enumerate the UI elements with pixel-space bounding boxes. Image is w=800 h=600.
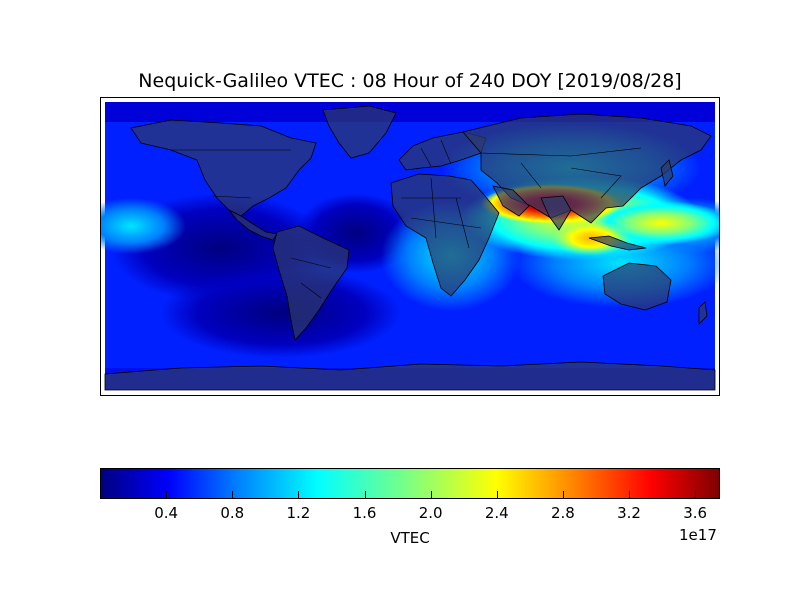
- colorbar-tick-label-0-4: 0.4: [154, 504, 179, 522]
- japan: [660, 159, 674, 187]
- border-central-asia: [520, 162, 542, 189]
- map-frame: [100, 97, 720, 396]
- colorbar-tick-label-0-8: 0.8: [220, 504, 245, 522]
- land-masses: [104, 105, 716, 391]
- colorbar-tick-mark-2-0: [430, 491, 432, 498]
- border-china: [570, 167, 622, 199]
- border-us-mexico: [212, 195, 252, 199]
- border-europe-1: [420, 147, 432, 167]
- vtec-cyan-west: [101, 198, 186, 254]
- colorbar-tick-label-3-2: 3.2: [617, 504, 641, 522]
- south-america: [272, 225, 350, 341]
- antarctica: [104, 361, 716, 391]
- colorbar-exponent: 1e17: [679, 526, 717, 544]
- arabian-peninsula: [492, 185, 530, 217]
- country-borders: [171, 139, 642, 299]
- border-africa-4: [455, 197, 470, 249]
- colorbar-tick-mark-0-4: [166, 491, 168, 498]
- map-title: Nequick-Galileo VTEC : 08 Hour of 240 DO…: [138, 70, 682, 92]
- colorbar-tick-mark-2-4: [496, 491, 498, 498]
- border-south-america-2: [300, 282, 322, 299]
- border-africa-2: [430, 177, 437, 239]
- border-europe-2: [440, 139, 452, 165]
- vtec-low-south-pacific: [161, 268, 401, 358]
- colorbar-tick-label-2-0: 2.0: [418, 504, 443, 522]
- australia: [602, 262, 672, 311]
- colorbar-tick-mark-2-8: [562, 491, 564, 498]
- north-america: [130, 119, 317, 217]
- central-america: [228, 209, 278, 241]
- colorbar-label: VTEC: [390, 529, 430, 547]
- colorbar-tick-mark-3-2: [629, 491, 631, 498]
- colorbar: [100, 468, 720, 499]
- colorbar-tick-label-3-6: 3.6: [683, 504, 708, 522]
- colorbar-tick-label-2-4: 2.4: [484, 504, 509, 522]
- colorbar-tick-label-2-8: 2.8: [550, 504, 575, 522]
- africa: [390, 173, 500, 297]
- colorbar-tick-mark-3-6: [695, 491, 697, 498]
- greenland: [322, 105, 397, 159]
- colorbar-tick-mark-1-6: [364, 491, 366, 498]
- india: [540, 195, 572, 231]
- new-zealand: [698, 301, 708, 325]
- border-russia: [480, 147, 642, 157]
- colorbar-tick-mark-1-2: [298, 491, 300, 498]
- colorbar-tick-label-1-6: 1.6: [352, 504, 377, 522]
- colorbar-tick-mark-0-8: [232, 491, 234, 498]
- colorbar-tick-label-1-2: 1.2: [286, 504, 311, 522]
- border-south-america-1: [290, 257, 332, 269]
- border-africa-3: [410, 217, 482, 229]
- vtec-map: [101, 102, 719, 391]
- indonesia: [588, 235, 647, 251]
